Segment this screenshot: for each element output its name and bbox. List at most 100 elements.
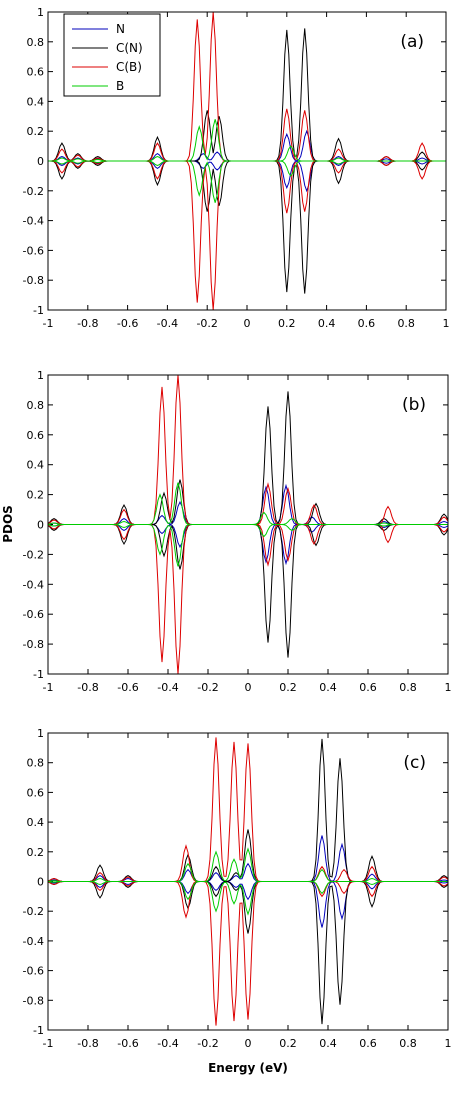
x-tick-label: 0.6 [358, 317, 376, 330]
x-tick-label: 1 [443, 317, 450, 330]
y-tick-label: -1 [33, 304, 44, 317]
series-group [48, 737, 448, 1026]
y-tick-label: -0.6 [23, 244, 44, 257]
series-line-cb-down [48, 880, 448, 1026]
y-tick-label: 0.2 [27, 846, 45, 859]
x-tick-label: 0 [244, 317, 251, 330]
y-tick-label: 0 [37, 155, 44, 168]
panel-label: (b) [402, 395, 426, 415]
panel-label: (a) [400, 32, 424, 52]
x-tick-label: -0.2 [196, 317, 217, 330]
y-tick-label: 0.8 [27, 399, 45, 412]
y-tick-label: 0.2 [27, 489, 45, 502]
chart-panel-2: -1 -0.8 -0.6 -0.4 -0.2 0 0.2 0.4 0.6 0.8 1 1 0.8 0.6 0… [23, 369, 452, 694]
x-tick-label: 0.8 [399, 1037, 417, 1050]
series-line-n-up [48, 483, 448, 526]
y-tick-label: 1 [37, 6, 44, 19]
x-tick-label: -0.8 [77, 1037, 98, 1050]
y-tick-label: -0.4 [23, 935, 44, 948]
x-tick-label: 1 [445, 681, 452, 694]
x-tick-label: -0.2 [197, 1037, 218, 1050]
series-line-b-up [48, 119, 446, 162]
y-tick-label: 1 [37, 727, 44, 740]
y-tick-label: -0.2 [23, 548, 44, 561]
x-tick-label: 1 [445, 1037, 452, 1050]
x-tick-label: 0 [245, 681, 252, 694]
series-line-n-down [48, 880, 448, 928]
y-tick-label: 0.4 [27, 95, 45, 108]
series-line-n-down [48, 523, 448, 566]
y-tick-label: -0.8 [23, 638, 44, 651]
y-tick-label: -0.8 [23, 274, 44, 287]
x-tick-label: -0.6 [117, 1037, 138, 1050]
y-tick-label: 0.8 [27, 36, 45, 49]
x-tick-label: 0.4 [318, 317, 336, 330]
y-tick-label: 0.8 [27, 757, 45, 770]
x-tick-label: -1 [43, 317, 54, 330]
x-tick-label: -0.8 [77, 317, 98, 330]
series-line-cn-down [48, 160, 446, 294]
y-tick-label: 1 [37, 369, 44, 382]
panel-label: (c) [403, 753, 426, 773]
x-tick-label: -0.4 [157, 681, 178, 694]
series-line-cb-up [48, 375, 448, 525]
series-line-cb-down [48, 160, 446, 310]
y-tick-label: -0.4 [23, 578, 44, 591]
series-line-b-down [48, 160, 446, 203]
y-tick-label: 0.6 [27, 66, 45, 79]
y-tick-label: 0.6 [27, 429, 45, 442]
series-line-n-up [48, 835, 448, 883]
series-line-b-down [48, 524, 448, 567]
y-tick-label: -1 [33, 1024, 44, 1037]
y-tick-label: 0.6 [27, 786, 45, 799]
x-tick-label: 0.4 [319, 1037, 337, 1050]
x-tick-label: 0.6 [359, 1037, 377, 1050]
series-line-b-down [48, 880, 448, 916]
series-line-cn-down [48, 880, 448, 1025]
legend-box [63, 13, 161, 97]
plot-frame [47, 374, 449, 675]
x-tick-label: 0.8 [399, 681, 417, 694]
x-tick-label: 0.2 [279, 1037, 297, 1050]
legend-entry: B [116, 79, 124, 93]
series-line-b-up [48, 847, 448, 883]
series-group [48, 375, 448, 674]
y-tick-label: 0 [37, 876, 44, 889]
x-tick-label: -1 [43, 1037, 54, 1050]
series-line-cn-up [48, 391, 448, 525]
series-line-cb-up [48, 737, 448, 883]
x-tick-label: 0 [245, 1037, 252, 1050]
legend-entry: N [116, 22, 125, 36]
y-tick-label: 0.2 [27, 125, 45, 138]
x-tick-label: -0.2 [197, 681, 218, 694]
x-tick-label: -0.6 [117, 317, 138, 330]
y-tick-label: -0.6 [23, 965, 44, 978]
x-tick-label: 0.2 [278, 317, 296, 330]
y-tick-label: 0.4 [27, 816, 45, 829]
y-tick-label: -1 [33, 668, 44, 681]
y-tick-label: 0 [37, 519, 44, 532]
x-tick-label: -1 [43, 681, 54, 694]
x-tick-label: 0.8 [397, 317, 415, 330]
y-tick-label: -0.2 [23, 185, 44, 198]
series-line-b-up [48, 482, 448, 525]
chart-panel-1: -1 -0.8 -0.6 -0.4 -0.2 0 0.2 0.4 0.6 0.8 1 1 0.8 0.6 0… [23, 6, 450, 330]
y-tick-label: -0.4 [23, 215, 44, 228]
chart-panel-3: -1 -0.8 -0.6 -0.4 -0.2 0 0.2 0.4 0.6 0.8 1 1 0.8 0.6 0… [23, 727, 452, 1050]
y-axis-title: PDOS [1, 505, 15, 543]
legend-entry: C(N) [116, 41, 143, 55]
series-line-cn-up [48, 738, 448, 883]
x-tick-label: 0.6 [359, 681, 377, 694]
series-line-cb-down [48, 524, 448, 674]
x-tick-label: -0.8 [77, 681, 98, 694]
x-tick-label: 0.4 [319, 681, 337, 694]
x-tick-label: 0.2 [279, 681, 297, 694]
plot-frame [47, 11, 447, 311]
x-tick-label: -0.4 [157, 317, 178, 330]
x-tick-label: -0.4 [157, 1037, 178, 1050]
x-axis-title: Energy (eV) [208, 1061, 288, 1075]
x-tick-label: -0.6 [117, 681, 138, 694]
plot-frame [47, 732, 449, 1031]
series-line-cn-down [48, 524, 448, 658]
